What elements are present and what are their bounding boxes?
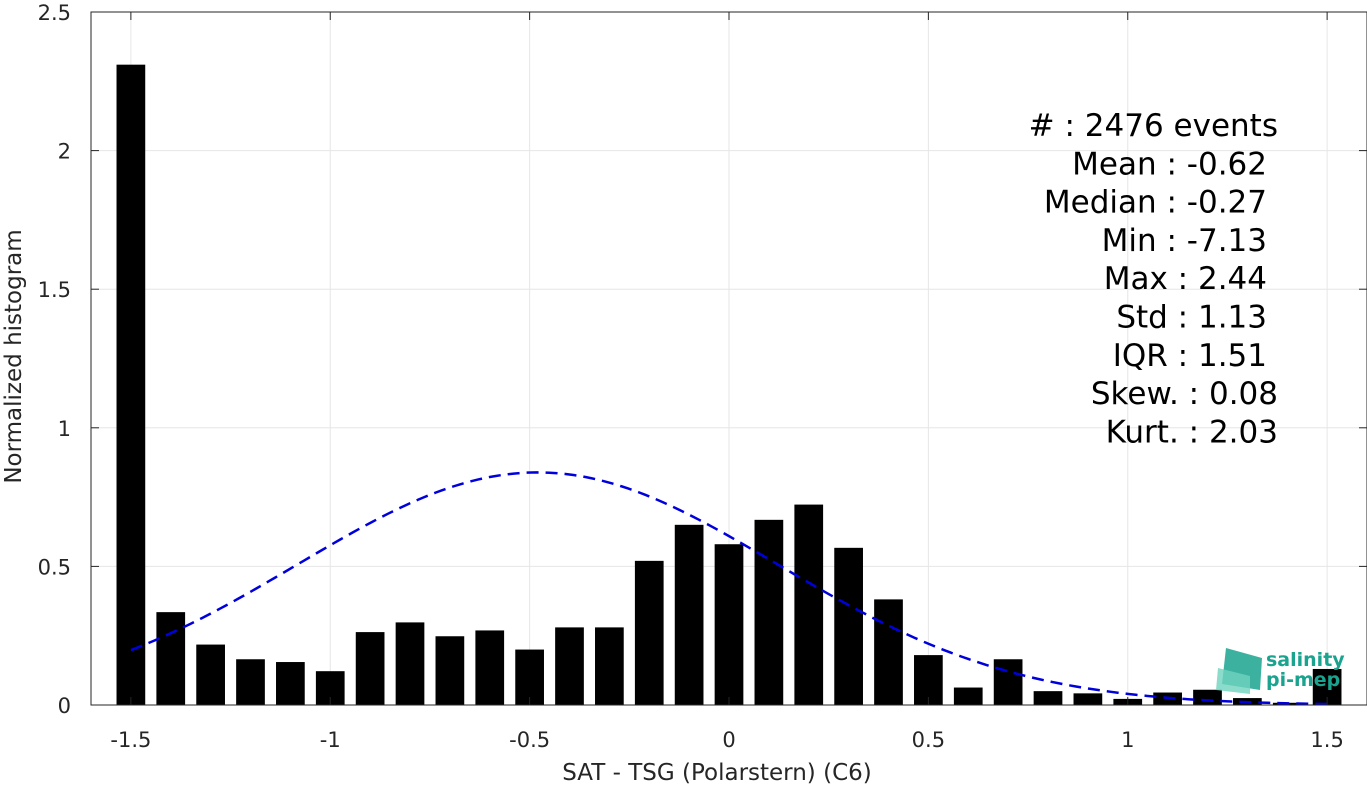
x-tick-label: 0: [722, 728, 735, 752]
x-tick-label: -0.5: [509, 728, 550, 752]
stat-line: IQR : 1.51: [1113, 338, 1267, 374]
stat-line: Median : -0.27: [1044, 185, 1267, 221]
histogram-bar: [993, 659, 1023, 705]
histogram-bar: [196, 644, 225, 705]
salinity-pi-mep-logo: salinity pi-mep: [1216, 648, 1345, 694]
y-tick-label: 0: [58, 694, 71, 718]
stat-line: Std : 1.13: [1116, 300, 1267, 336]
histogram-bar: [276, 662, 305, 705]
stat-line: Max : 2.44: [1104, 261, 1267, 297]
stat-line: Kurt. : 2.03: [1106, 414, 1278, 450]
bars: [116, 64, 1342, 706]
stat-line: # : 2476 events: [1029, 108, 1278, 144]
y-tick-label: 0.5: [38, 555, 71, 579]
histogram-bar: [1033, 691, 1063, 705]
y-axis-label: Normalized histogram: [1, 229, 27, 483]
normal-fit-curve: [130, 471, 1328, 706]
histogram-bar: [1073, 693, 1103, 705]
histogram-bar: [395, 622, 425, 705]
histogram-bar: [355, 632, 385, 705]
histogram-bar: [914, 655, 943, 705]
histogram-bar: [515, 649, 544, 705]
y-tick-label: 2: [58, 140, 71, 164]
histogram-bar: [794, 504, 824, 705]
histogram-bar: [714, 544, 744, 705]
y-tick-label: 1: [58, 417, 71, 441]
x-axis-label: SAT - TSG (Polarstern) (C6): [562, 760, 871, 785]
x-tick-label: -1.5: [110, 728, 151, 752]
logo-text-salinity: salinity: [1266, 649, 1345, 671]
stat-line: Skew. : 0.08: [1091, 376, 1278, 412]
stat-line: Min : -7.13: [1102, 223, 1267, 259]
histogram-bar: [595, 627, 624, 705]
logo-text-pi-mep: pi-mep: [1266, 669, 1340, 691]
histogram-bar: [754, 519, 784, 705]
histogram-bar: [236, 659, 265, 705]
x-tick-label: 0.5: [912, 728, 945, 752]
axis-ticks: -1.5 -1 -0.5 0 0.5 1 1.5 0 0.5 1 1.5 2 2.5: [38, 1, 1367, 752]
histogram-bar: [1193, 689, 1222, 705]
y-tick-label: 1.5: [38, 278, 71, 302]
histogram-bar: [156, 612, 186, 705]
x-tick-label: 1: [1121, 728, 1134, 752]
histogram-bar: [555, 627, 584, 705]
histogram-bar: [435, 636, 465, 705]
histogram-bar: [116, 64, 146, 706]
histogram-bar: [874, 599, 903, 705]
histogram-bar: [475, 630, 505, 705]
stat-line: Mean : -0.62: [1072, 146, 1267, 182]
histogram-bar: [674, 524, 704, 705]
histogram-bar: [834, 547, 863, 705]
x-tick-label: 1.5: [1310, 728, 1343, 752]
x-tick-label: -1: [320, 728, 341, 752]
logo-emblem-wave: [1216, 668, 1250, 694]
histogram-bar: [634, 560, 664, 705]
histogram-bar: [953, 687, 983, 705]
y-tick-label: 2.5: [38, 1, 71, 25]
